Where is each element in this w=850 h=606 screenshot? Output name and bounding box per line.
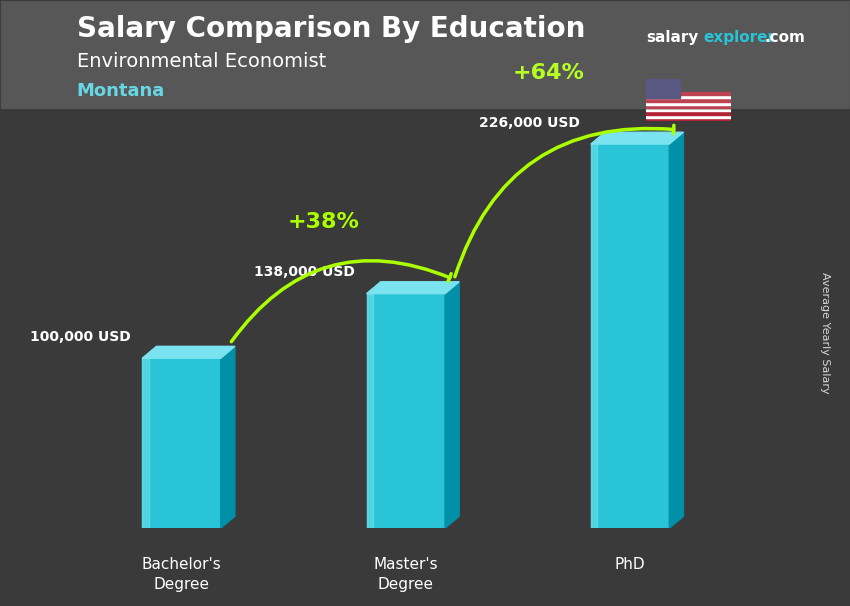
Polygon shape xyxy=(591,132,683,144)
Polygon shape xyxy=(445,282,459,528)
Text: explorer: explorer xyxy=(704,30,776,45)
Bar xyxy=(646,95,731,98)
Text: .com: .com xyxy=(765,30,806,45)
Polygon shape xyxy=(221,347,235,528)
Text: Montana: Montana xyxy=(76,82,165,100)
Bar xyxy=(646,102,731,105)
Polygon shape xyxy=(366,294,373,528)
Text: +38%: +38% xyxy=(288,212,360,232)
Polygon shape xyxy=(669,132,683,528)
Bar xyxy=(646,79,680,98)
Bar xyxy=(646,92,731,95)
Text: +64%: +64% xyxy=(513,63,584,83)
Text: Bachelor's
Degree: Bachelor's Degree xyxy=(142,557,221,591)
Bar xyxy=(646,118,731,121)
Polygon shape xyxy=(366,282,459,294)
Bar xyxy=(366,294,445,528)
Polygon shape xyxy=(591,144,597,528)
Text: PhD: PhD xyxy=(615,557,645,571)
Polygon shape xyxy=(142,347,235,358)
Bar xyxy=(646,112,731,115)
Text: Environmental Economist: Environmental Economist xyxy=(76,52,326,72)
Text: 138,000 USD: 138,000 USD xyxy=(254,265,355,279)
Bar xyxy=(591,144,669,528)
Bar xyxy=(646,108,731,112)
Text: Average Yearly Salary: Average Yearly Salary xyxy=(819,273,830,394)
Text: 100,000 USD: 100,000 USD xyxy=(31,330,131,344)
Bar xyxy=(142,358,221,528)
Polygon shape xyxy=(142,358,149,528)
Text: Salary Comparison By Education: Salary Comparison By Education xyxy=(76,15,585,43)
Text: 226,000 USD: 226,000 USD xyxy=(479,116,580,130)
Bar xyxy=(646,105,731,108)
Bar xyxy=(646,98,731,102)
Bar xyxy=(646,115,731,118)
Text: salary: salary xyxy=(646,30,699,45)
Text: Master's
Degree: Master's Degree xyxy=(373,557,438,591)
